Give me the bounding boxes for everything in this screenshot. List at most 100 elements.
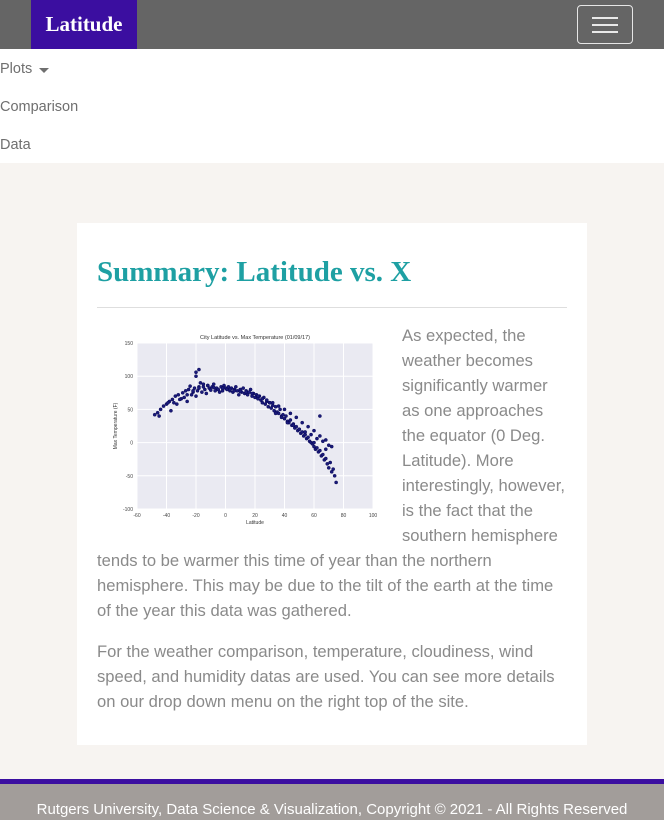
scatter-point [250,391,254,396]
x-tick-label: -40 [163,513,170,519]
scatter-point [201,385,206,389]
scatter-point [325,462,330,466]
scatter-point [273,404,278,409]
scatter-point [206,383,210,388]
scatter-point [228,387,232,392]
scatter-point [211,385,216,390]
scatter-point [232,389,237,393]
scatter-point [309,432,313,437]
scatter-point [297,427,302,432]
scatter-point [198,381,203,385]
scatter-point [217,390,222,394]
scatter-point [152,412,157,417]
scatter-point [282,407,287,412]
scatter-point [273,411,278,416]
y-tick-label: 0 [130,441,133,447]
scatter-point [176,392,181,397]
scatter-point [264,398,269,402]
scatter-point [248,387,253,392]
scatter-point [279,415,284,420]
scatter-point [312,444,316,449]
scatter-point [329,444,334,449]
scatter-point [241,386,245,390]
brand-link[interactable]: Latitude [31,0,137,49]
scatter-point [244,390,248,394]
scatter-point [306,435,310,440]
scatter-point [281,412,285,417]
scatter-point [182,395,186,400]
y-tick-label: -100 [123,507,133,513]
scatter-point [204,391,209,396]
x-tick-label: 0 [224,513,227,519]
x-tick-label: 20 [252,513,258,519]
y-tick-label: 50 [127,407,133,413]
scatter-point [284,414,288,418]
scatter-point [238,389,243,394]
scatter-point [183,389,188,393]
scatter-point [276,404,281,408]
summary-paragraph-2: For the weather comparison, temperature,… [97,642,555,711]
scatter-point [170,397,175,402]
scatter-point [173,394,178,398]
scatter-point [194,394,198,398]
scatter-point [172,400,176,405]
scatter-point [157,414,161,418]
scatter-point [253,395,257,400]
y-tick-label: 100 [125,374,134,380]
scatter-point [331,467,335,471]
scatter-point [318,448,322,453]
scatter-point [188,384,192,388]
x-tick-label: -60 [133,513,140,519]
scatter-point [276,411,281,416]
scatter-point [216,387,220,392]
menu-item-plots[interactable]: Plots [0,50,50,88]
x-tick-label: 40 [282,513,288,519]
scatter-point [185,392,189,397]
scatter-point [236,392,241,397]
menu-item-label: Comparison [0,99,79,115]
scatter-point [278,407,282,412]
x-tick-label: 60 [311,513,317,519]
menu-item-data[interactable]: Data [0,126,31,164]
summary-content: -60 -40 -20 0 20 40 60 80 100 -100 -50 0 50 100 150 Cit… [97,323,567,730]
scatter-point [326,466,331,470]
scatter-point [186,387,191,392]
scatter-point [211,382,216,386]
menu-item-label: Data [0,137,31,153]
scatter-point [213,389,217,393]
scatter-point [288,418,293,422]
page-title: Summary: Latitude vs. X [97,256,412,288]
menu-toggle-button[interactable] [577,5,633,44]
scatter-point [189,392,194,397]
scatter-point [334,480,338,485]
menu-item-comparison[interactable]: Comparison [0,88,78,126]
scatter-plot[interactable]: -60 -40 -20 0 20 40 60 80 100 -100 -50 0 50 100 150 Cit… [97,323,389,532]
scatter-point [315,446,319,450]
scatter-point [266,404,271,409]
footer: Rutgers University, Data Science & Visua… [0,784,664,820]
divider [97,307,567,308]
scatter-point [220,386,225,390]
scatter-point [222,383,226,388]
scatter-point [256,394,260,398]
scatter-point [260,400,265,405]
scatter-point [203,387,207,392]
scatter-point [192,386,197,390]
scatter-point [245,392,250,397]
scatter-point [263,402,268,406]
scatter-point [332,473,337,478]
scatter-point [234,385,238,389]
y-tick-label: -50 [126,474,133,480]
scatter-point [323,456,328,461]
scatter-point [312,440,316,445]
scatter-point [194,370,198,375]
scatter-point [195,389,200,393]
scatter-point [161,404,166,408]
scatter-point [288,411,293,416]
summary-paragraph-1: As expected, the weather becomes signifi… [97,326,565,620]
x-tick-label: 100 [369,513,378,519]
scatter-point [282,416,287,421]
scatter-point [175,402,179,406]
scatter-point [155,410,160,415]
scatter-point [318,414,322,418]
